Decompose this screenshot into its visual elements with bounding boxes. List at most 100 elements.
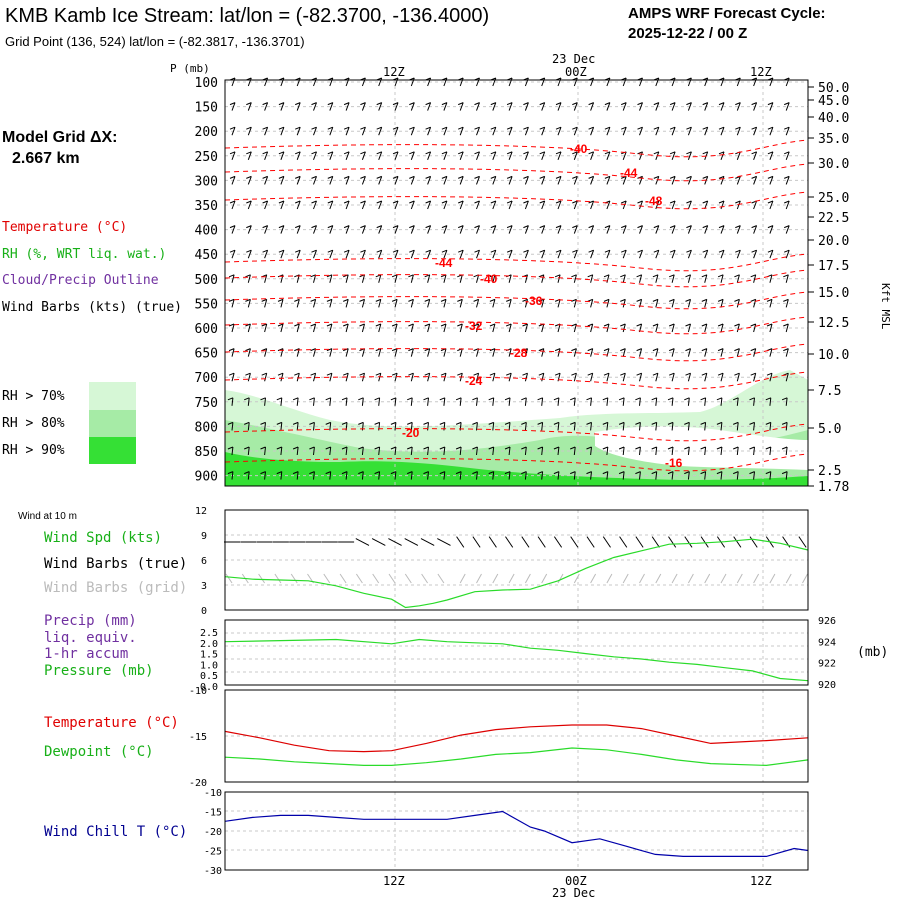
- wind-barb-flag: [652, 323, 659, 327]
- wind-barb: [280, 299, 284, 308]
- wind-barb: [573, 323, 577, 333]
- wind-barb-flag: [424, 372, 430, 376]
- wind-barb: [622, 274, 626, 283]
- temperature-contour: [224, 453, 809, 472]
- wind-barb: [361, 250, 366, 259]
- wind-barb-flag: [685, 348, 691, 352]
- wind-barb-flag: [424, 348, 430, 352]
- wind-barb: [671, 299, 675, 308]
- wind-barb-flag: [586, 446, 592, 450]
- wind-barb: [329, 299, 333, 308]
- wind-barb: [329, 446, 332, 456]
- wind-barb-flag: [278, 175, 285, 179]
- wind-barb: [720, 151, 725, 160]
- wind-barb-flag: [441, 200, 448, 204]
- tick-label: -15: [204, 808, 222, 819]
- rh70-swatch: [89, 382, 136, 410]
- wind-barb-flag: [228, 372, 235, 376]
- wind-barb: [264, 151, 269, 160]
- wind-barb: [622, 323, 626, 333]
- wind-barb: [687, 299, 691, 308]
- wind-barb-flag: [309, 446, 315, 450]
- wind-barb: [378, 250, 383, 259]
- precip-label: Precip (mm): [44, 613, 137, 629]
- wind-barb: [459, 176, 464, 185]
- wind-barb: [264, 225, 269, 234]
- wind-barb: [590, 299, 594, 308]
- wind-barb-flag: [522, 323, 528, 327]
- wind-barb: [753, 274, 757, 283]
- wind-barb-flag: [784, 151, 790, 155]
- wind-barb-flag: [294, 323, 300, 327]
- wind-barb-flag: [700, 471, 706, 475]
- wind-barb-flag: [311, 200, 317, 204]
- wind-barb: [590, 446, 592, 456]
- rh70-label: RH > 70%: [2, 389, 65, 404]
- wind-barb: [557, 102, 562, 111]
- wind-barb-flag: [716, 471, 723, 475]
- wind-barb-flag: [570, 397, 576, 401]
- wind-barb-flag: [767, 102, 774, 106]
- wind-barb: [508, 348, 512, 357]
- wind-barb: [231, 77, 236, 87]
- wind-barb-flag: [636, 298, 642, 302]
- wind-barb: [264, 397, 266, 406]
- wind-barb: [280, 446, 283, 456]
- wind-barb-flag: [457, 298, 463, 302]
- wind-barb-flag: [669, 348, 675, 352]
- wind-barb: [231, 200, 236, 210]
- surface-wind-barb: [749, 536, 758, 548]
- wind-barb-flag: [686, 200, 692, 204]
- wind-barb: [410, 323, 414, 333]
- wind-barb: [443, 323, 447, 333]
- wind-barb: [427, 151, 432, 160]
- rh80-swatch: [89, 410, 136, 437]
- tick-label: 9: [201, 531, 207, 542]
- wind-barb-flag: [343, 102, 350, 106]
- wind-barb: [508, 323, 512, 333]
- tick-label: 2.5: [200, 628, 218, 639]
- wind-barb: [492, 446, 495, 456]
- wind-barb: [769, 151, 774, 160]
- wind-barb-flag: [734, 323, 740, 327]
- wind-barb: [492, 373, 496, 382]
- tick-label: -30: [204, 866, 222, 877]
- pressure-tick: 550: [195, 297, 218, 312]
- wind-barb: [247, 77, 252, 87]
- wind-barb-flag: [425, 175, 431, 179]
- surface-wind-barb: [404, 538, 419, 546]
- wind-barb-flag: [440, 323, 447, 327]
- wind-barb: [720, 250, 725, 259]
- wind-barb: [264, 127, 269, 136]
- wind-barb: [394, 200, 399, 210]
- wind-barb: [231, 176, 236, 185]
- wind-barb: [476, 422, 478, 431]
- wind-barb-flag: [392, 126, 399, 130]
- wind-barb: [524, 200, 529, 210]
- wind-barb-flag: [702, 200, 708, 204]
- wind-barb: [492, 274, 496, 283]
- wind-barb-flag: [309, 471, 315, 475]
- wind-barb: [410, 102, 415, 111]
- wind-barb: [459, 102, 464, 111]
- wind-barb-flag: [686, 151, 692, 155]
- wind-barb: [410, 471, 413, 480]
- wind-barb: [427, 77, 432, 87]
- temperature-contour: [224, 139, 809, 158]
- wind-barb: [329, 102, 334, 111]
- wind-barb: [573, 127, 578, 136]
- wind-barb: [476, 299, 480, 308]
- wind-barb: [508, 299, 512, 308]
- wind-barb: [264, 77, 269, 87]
- wind-barb: [753, 397, 755, 406]
- wind-barb: [524, 151, 529, 160]
- wind-barb: [508, 274, 512, 283]
- wind-barb: [736, 127, 741, 136]
- wind-barb-flag: [504, 421, 511, 425]
- temperature-contours: -40 -44 -48 -44 -40 -36 -32 -28 -24 -20 -16: [224, 139, 809, 472]
- wind-barb: [280, 471, 283, 480]
- wind-barb-flag: [474, 151, 480, 155]
- wind-barb: [671, 373, 675, 382]
- wind-barb-flag: [749, 397, 755, 401]
- wind-barb: [361, 446, 364, 456]
